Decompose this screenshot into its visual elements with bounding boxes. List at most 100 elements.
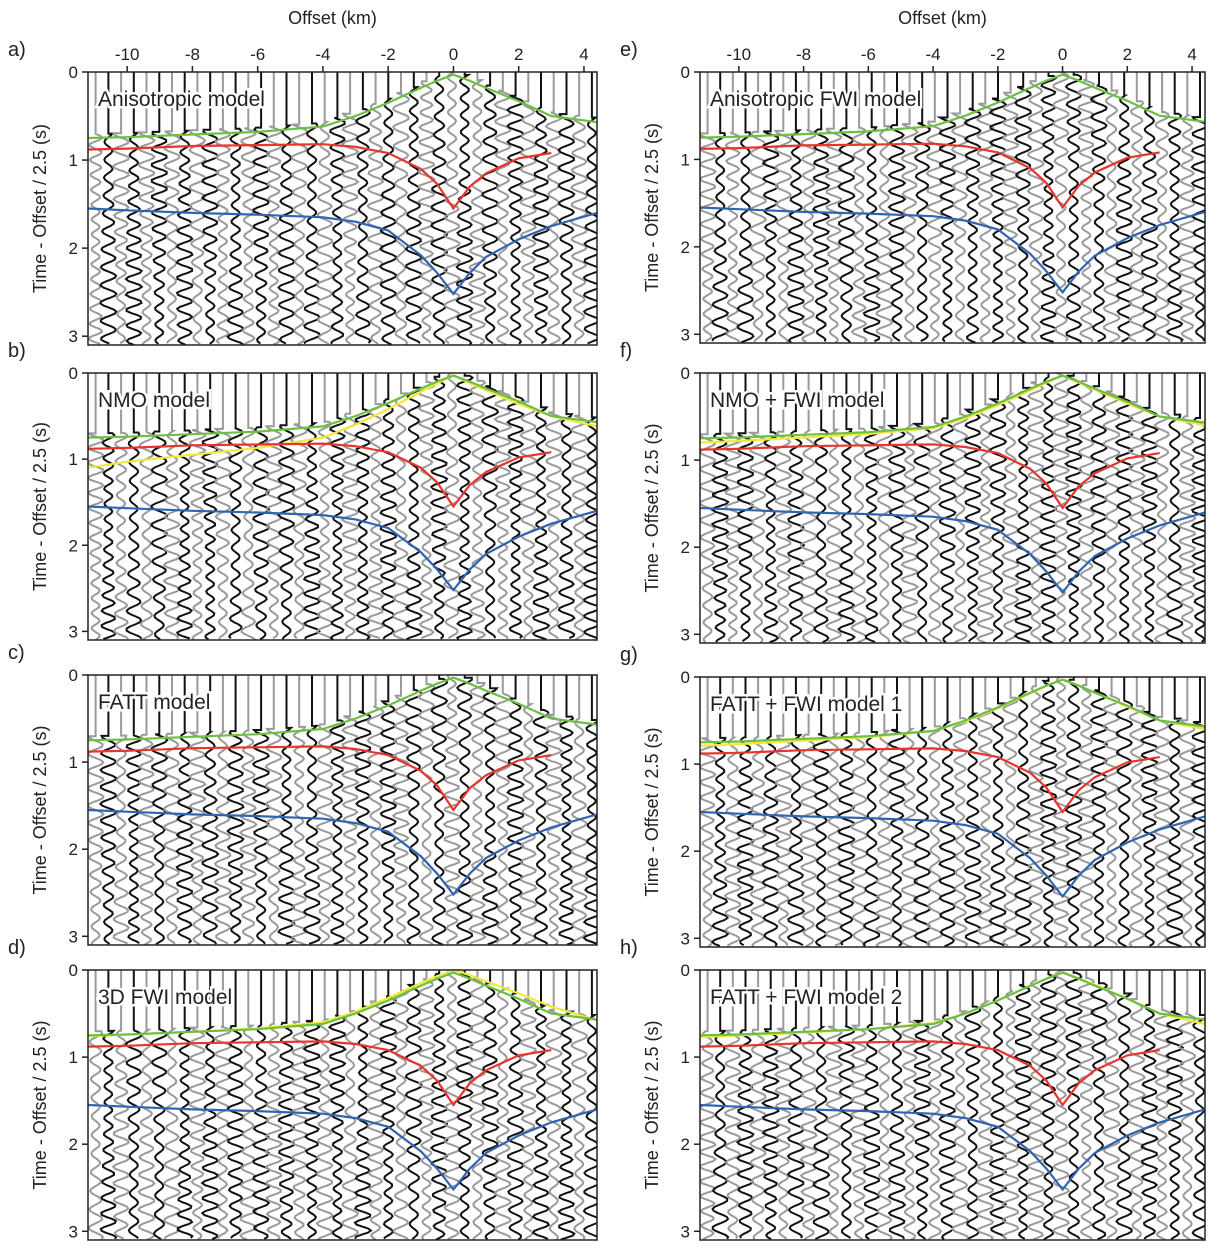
- seismic-trace: [762, 373, 780, 643]
- seismic-trace: [1026, 72, 1045, 343]
- seismic-trace: [112, 373, 129, 640]
- panel-title: 3D FWI model: [98, 986, 232, 1009]
- seismic-trace: [1177, 72, 1197, 343]
- y-axis-label: Time - Offset / 2.5 (s): [642, 423, 662, 592]
- seismic-trace: [911, 373, 932, 643]
- seismic-trace: [1115, 72, 1134, 343]
- panel-frame: [699, 71, 1206, 344]
- x-tick-label: -4: [315, 45, 330, 64]
- seismic-trace: [136, 72, 156, 345]
- seismic-trace: [1076, 373, 1096, 643]
- seismic-trace: [786, 970, 805, 1239]
- picked-curve: [88, 1103, 597, 1192]
- seismic-trace: [1114, 373, 1134, 643]
- seismic-trace: [429, 373, 449, 640]
- seismic-trace: [329, 72, 346, 344]
- picked-curve: [88, 808, 597, 897]
- seismic-trace: [442, 72, 462, 345]
- seismic-trace: [1051, 72, 1071, 342]
- panel-label: b): [8, 340, 26, 362]
- x-tick-label: 4: [1187, 45, 1196, 64]
- seismic-trace: [404, 970, 423, 1240]
- picked-curve: [88, 1040, 552, 1107]
- seismic-trace: [125, 675, 144, 945]
- seismic-trace: [251, 373, 271, 640]
- seismic-trace: [1165, 970, 1185, 1240]
- plot-area: [88, 72, 597, 345]
- seismic-trace: [1001, 373, 1020, 643]
- seismic-trace: [975, 373, 995, 643]
- x-tick-label: -10: [727, 45, 752, 64]
- y-axis-label: Time - Offset / 2.5 (s): [642, 727, 662, 896]
- y-tick-label: 0: [69, 364, 78, 383]
- seismic-trace: [723, 970, 743, 1240]
- seismic-trace: [480, 970, 500, 1240]
- seismic-trace: [200, 373, 220, 640]
- seismic-trace: [863, 373, 881, 643]
- seismic-trace: [876, 970, 894, 1240]
- seismic-trace: [987, 373, 1008, 642]
- seismic-trace: [710, 677, 730, 947]
- seismic-trace: [150, 675, 169, 945]
- seismic-trace: [700, 970, 718, 1240]
- seismic-trace: [366, 72, 385, 345]
- seismic-trace: [1076, 677, 1096, 947]
- seismic-trace: [315, 675, 335, 945]
- seismic-trace: [570, 675, 589, 945]
- seismic-trace: [912, 970, 932, 1240]
- y-tick-label: 0: [69, 666, 78, 685]
- seismic-trace: [723, 677, 743, 947]
- seismic-trace: [532, 675, 550, 945]
- seismic-trace: [711, 970, 730, 1240]
- seismic-trace: [493, 72, 513, 345]
- y-tick-label: 3: [69, 1222, 78, 1241]
- y-tick-label: 2: [69, 536, 78, 555]
- seismic-trace: [938, 373, 957, 643]
- seismic-trace: [1191, 970, 1205, 1240]
- seismic-trace: [874, 677, 894, 947]
- seismic-trace: [1026, 373, 1046, 643]
- seismic-trace: [328, 373, 347, 640]
- picked-curve: [700, 374, 1205, 440]
- panel: 0 1 2 3 -10 -8 -6 -4 -2 0 2 4 Offset (km) Time - Offs…: [8, 8, 598, 346]
- seismic-trace: [1102, 970, 1121, 1240]
- x-tick-label: -2: [381, 45, 396, 64]
- y-tick-label: 0: [681, 63, 690, 82]
- seismic-trace: [227, 373, 245, 640]
- seismic-trace: [773, 677, 793, 946]
- seismic-trace: [1177, 373, 1197, 643]
- seismic-trace: [417, 675, 436, 945]
- seismic-trace: [926, 970, 944, 1240]
- y-tick-label: 0: [681, 668, 690, 687]
- seismic-trace: [124, 970, 143, 1239]
- seismic-trace: [949, 72, 970, 343]
- panel-title: Anisotropic model: [98, 88, 265, 111]
- seismic-trace: [837, 677, 856, 946]
- seismic-trace: [824, 72, 844, 343]
- seismic-trace: [1064, 970, 1083, 1240]
- picked-curve: [700, 971, 1205, 1037]
- seismic-trace: [88, 373, 106, 640]
- seismic-trace: [773, 72, 793, 343]
- y-tick-label: 1: [681, 150, 690, 169]
- y-tick-label: 2: [681, 538, 690, 557]
- seismic-trace: [493, 970, 512, 1239]
- x-tick-label: 2: [1123, 45, 1132, 64]
- seismic-trace: [176, 970, 194, 1239]
- seismic-trace: [186, 675, 207, 945]
- y-tick-label: 1: [681, 451, 690, 470]
- seismic-trace: [976, 970, 995, 1240]
- y-tick-label: 1: [69, 450, 78, 469]
- seismic-trace: [201, 675, 220, 945]
- seismic-trace: [963, 72, 982, 343]
- picked-curve: [88, 745, 552, 812]
- seismic-trace: [405, 675, 424, 945]
- panel: 0 1 2 3 Time - Offset / 2.5 (s) b) NMO model: [8, 340, 598, 641]
- x-tick-label: 4: [579, 45, 588, 64]
- seismic-trace: [1139, 970, 1159, 1240]
- y-axis-label: Time - Offset / 2.5 (s): [30, 124, 50, 293]
- seismic-trace: [1128, 677, 1146, 947]
- picked-curve: [88, 374, 597, 439]
- seismic-trace: [226, 675, 246, 944]
- seismic-trace: [240, 72, 257, 345]
